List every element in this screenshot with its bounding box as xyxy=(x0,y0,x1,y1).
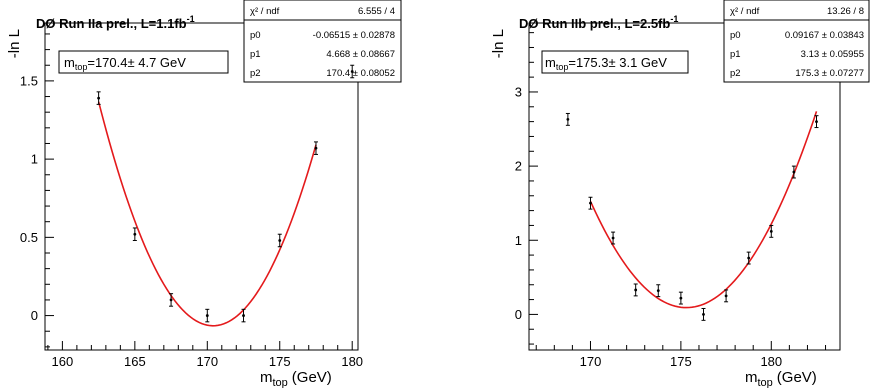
x-tick-label: 165 xyxy=(124,354,146,369)
y-tick-label: 1.5 xyxy=(20,73,38,88)
stats-row-name: p0 xyxy=(730,30,741,41)
stats-box: χ² / ndf 13.26 / 8 p0 0.09167 ± 0.03843 … xyxy=(723,0,870,83)
y-tick-label: 2 xyxy=(515,159,522,174)
result-box: mtop=170.4± 4.7 GeV xyxy=(58,50,229,74)
x-tick-label: 170 xyxy=(580,354,602,369)
x-tick-label: 180 xyxy=(760,354,782,369)
y-tick-label: 3 xyxy=(515,84,522,99)
data-point xyxy=(791,165,796,179)
chart-title: DØ Run IIa prel., L=1.1fb-1 xyxy=(36,14,195,31)
data-point xyxy=(132,227,137,241)
y-axis-label: -ln L xyxy=(6,29,23,58)
data-point xyxy=(96,91,101,105)
data-point xyxy=(565,112,570,126)
x-axis-title: mtop (GeV) xyxy=(260,369,332,388)
stats-row-name: p1 xyxy=(730,49,741,60)
points-layer xyxy=(565,112,819,321)
x-axis-title: mtop (GeV) xyxy=(745,369,817,388)
fit-layer xyxy=(97,101,317,327)
data-point xyxy=(769,224,774,238)
data-point xyxy=(313,141,318,155)
stats-row-value: 170.4 ± 0.08052 xyxy=(326,68,395,79)
chart-title: DØ Run IIb prel., L=2.5fb-1 xyxy=(519,14,678,31)
x-tick-label: 180 xyxy=(341,354,363,369)
stats-header: χ² / ndf xyxy=(730,6,760,17)
data-point xyxy=(611,231,616,245)
fit-curve xyxy=(589,111,818,309)
data-point xyxy=(169,293,174,307)
stats-row-name: p2 xyxy=(730,68,741,79)
stats-row-name: p0 xyxy=(250,30,261,41)
y-tick-label: 0 xyxy=(515,307,522,322)
stats-row-value: 4.668 ± 0.08667 xyxy=(326,49,395,60)
result-box: mtop=175.3± 3.1 GeV xyxy=(541,50,689,74)
svg-text:mtop(GeV): mtop (GeV) xyxy=(745,369,817,388)
stats-row-value: 0.09167 ± 0.03843 xyxy=(785,30,864,41)
data-point xyxy=(724,289,729,303)
y-axis-label: -ln L xyxy=(490,29,507,58)
plot-frame xyxy=(44,22,359,351)
fit-curve xyxy=(97,101,317,327)
stats-row-value: 3.13 ± 0.05955 xyxy=(801,49,864,60)
stats-row-value: 175.3 ± 0.07277 xyxy=(795,68,864,79)
data-point xyxy=(656,284,661,298)
y-tick-label: 0 xyxy=(31,308,38,323)
y-tick-label: 0.5 xyxy=(20,230,38,245)
stats-row-value: -0.06515 ± 0.02878 xyxy=(313,30,395,41)
panel-run-iia: DØ Run IIa prel., L=1.1fb-1 -ln L mtop (G… xyxy=(6,0,402,388)
svg-text:mtop=170.4± 4.7 GeV: mtop=170.4± 4.7 GeV xyxy=(64,55,186,72)
plot-frame xyxy=(528,22,841,351)
data-point xyxy=(678,291,683,305)
points-layer xyxy=(96,64,355,323)
x-tick-label: 160 xyxy=(52,354,74,369)
svg-text:mtop=175.3± 3.1 GeV: mtop=175.3± 3.1 GeV xyxy=(545,55,667,72)
data-point xyxy=(350,64,355,79)
stats-header: χ² / ndf xyxy=(250,6,280,17)
x-tick-label: 175 xyxy=(670,354,692,369)
data-point xyxy=(746,251,751,265)
data-point xyxy=(633,283,638,297)
data-point xyxy=(241,308,246,323)
axes: 170 175 180 0 1 2 3 xyxy=(515,32,827,369)
data-point xyxy=(205,308,210,323)
data-point xyxy=(814,115,819,129)
stats-box: χ² / ndf 6.555 / 4 p0 -0.06515 ± 0.02878… xyxy=(243,0,402,83)
svg-text:mtop(GeV): mtop (GeV) xyxy=(260,369,332,388)
data-point xyxy=(701,307,706,321)
panel-run-iib: DØ Run IIb prel., L=2.5fb-1 -ln L mtop (G… xyxy=(490,0,870,388)
stats-row-name: p1 xyxy=(250,49,261,60)
data-point xyxy=(277,233,282,248)
stats-header-value: 6.555 / 4 xyxy=(358,6,395,17)
axes: 160 165 170 175 180 0 0.5 1 1.5 xyxy=(20,33,363,369)
x-tick-label: 175 xyxy=(269,354,291,369)
y-tick-label: 1 xyxy=(31,152,38,167)
data-point xyxy=(588,196,593,210)
stats-header-value: 13.26 / 8 xyxy=(827,6,864,17)
x-tick-label: 170 xyxy=(196,354,218,369)
stats-row-name: p2 xyxy=(250,68,261,79)
fit-layer xyxy=(589,111,818,309)
y-tick-label: 1 xyxy=(515,233,522,248)
